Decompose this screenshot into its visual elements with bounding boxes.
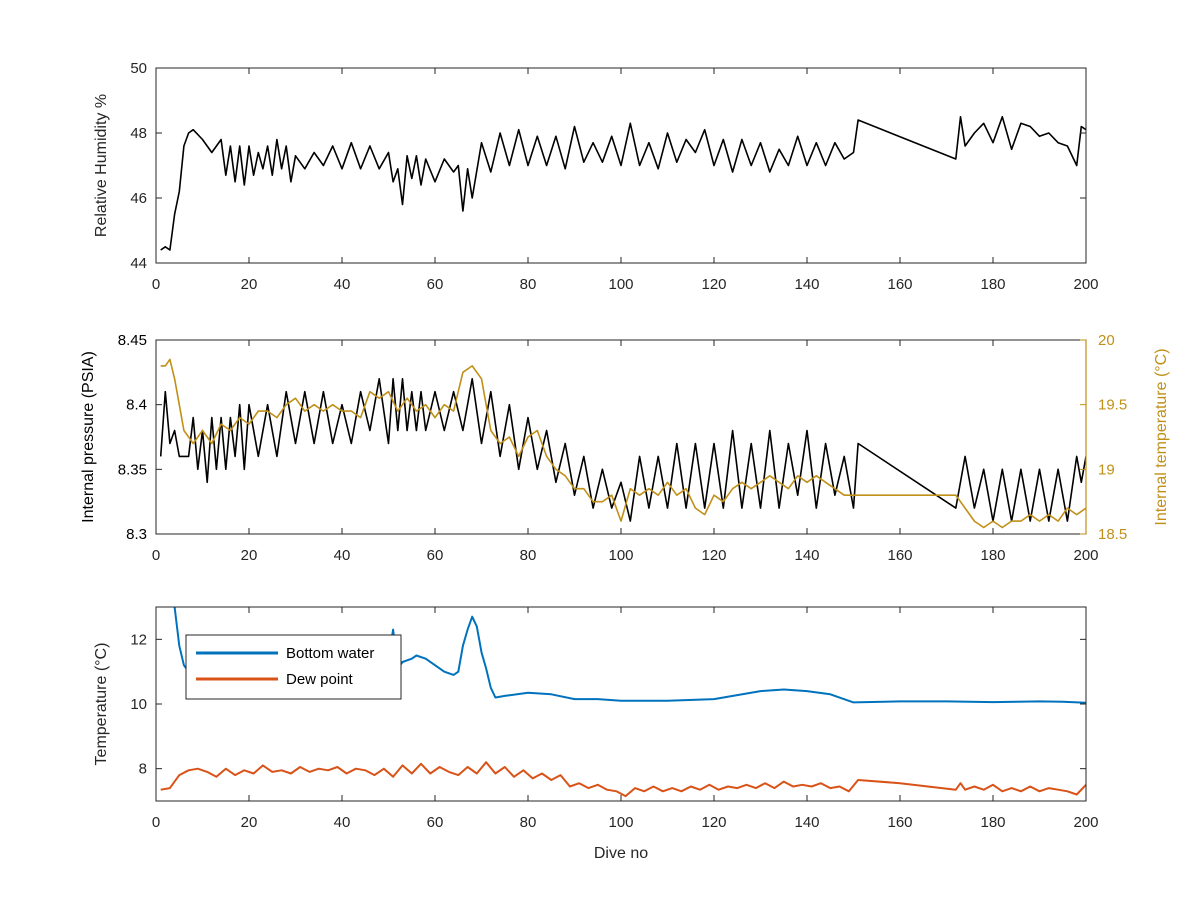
x-tick-label: 140 bbox=[794, 814, 819, 831]
x-tick-label: 200 bbox=[1073, 276, 1098, 293]
y-tick-label: 46 bbox=[130, 190, 147, 207]
y-tick-label: 8 bbox=[139, 761, 147, 778]
x-tick-label: 140 bbox=[794, 547, 819, 564]
x-tick-label: 120 bbox=[701, 276, 726, 293]
y-tick-label: 44 bbox=[130, 255, 147, 272]
legend: Bottom water Dew point bbox=[185, 634, 402, 700]
x-tick-label: 0 bbox=[152, 276, 160, 293]
axes-box bbox=[155, 339, 1087, 535]
x-tick-label: 120 bbox=[701, 547, 726, 564]
x-tick-label: 100 bbox=[608, 547, 633, 564]
series-line-series-1 bbox=[159, 377, 1086, 522]
y2-axis-label: Internal temperature (°C) bbox=[1153, 348, 1170, 525]
y2-tick-label: 19.5 bbox=[1098, 397, 1127, 414]
y-axis-label: Internal pressure (PSIA) bbox=[80, 351, 97, 523]
series-line-dew-point bbox=[160, 761, 1086, 798]
y2-tick-label: 20 bbox=[1098, 332, 1115, 349]
x-tick-label: 100 bbox=[608, 814, 633, 831]
subplot-1: 0 20 40 60 80 100 120 140 160 180 200 44 46 48 50 Relat… bbox=[93, 60, 1099, 293]
x-tick-label: 100 bbox=[608, 276, 633, 293]
y-tick-label: 8.4 bbox=[126, 397, 147, 414]
x-tick-label: 40 bbox=[334, 276, 351, 293]
x-tick-label: 180 bbox=[980, 547, 1005, 564]
legend-label: Bottom water bbox=[286, 645, 374, 662]
x-tick-label: 200 bbox=[1073, 547, 1098, 564]
x-tick-label: 160 bbox=[887, 276, 912, 293]
subplot-3: 0 20 40 60 80 100 120 140 160 180 200 8 10 12 Temperat… bbox=[93, 606, 1099, 862]
y-axis-label: Relative Humidity % bbox=[93, 94, 110, 237]
x-tick-label: 20 bbox=[241, 814, 258, 831]
y-tick-label: 8.3 bbox=[126, 526, 147, 543]
y2-tick-label: 19 bbox=[1098, 461, 1115, 478]
series-line-series-2 bbox=[160, 358, 1086, 529]
x-tick-label: 60 bbox=[427, 814, 444, 831]
x-tick-label: 80 bbox=[520, 814, 537, 831]
x-tick-label: 60 bbox=[427, 547, 444, 564]
y2-tick-label: 18.5 bbox=[1098, 526, 1127, 543]
x-tick-label: 160 bbox=[887, 547, 912, 564]
subplot-2: 0 20 40 60 80 100 120 140 160 180 200 8.3 8.35 8.4 8.4… bbox=[80, 332, 1170, 564]
legend-label: Dew point bbox=[286, 671, 354, 688]
y-tick-label: 50 bbox=[130, 60, 147, 77]
x-tick-label: 160 bbox=[887, 814, 912, 831]
x-tick-label: 40 bbox=[334, 547, 351, 564]
x-tick-label: 0 bbox=[152, 547, 160, 564]
y-axis-label: Temperature (°C) bbox=[93, 643, 110, 766]
x-tick-label: 60 bbox=[427, 276, 444, 293]
x-tick-label: 40 bbox=[334, 814, 351, 831]
y-tick-label: 12 bbox=[130, 631, 147, 648]
y-tick-label: 8.45 bbox=[118, 332, 147, 349]
x-tick-label: 20 bbox=[241, 547, 258, 564]
x-tick-label: 200 bbox=[1073, 814, 1098, 831]
x-tick-label: 140 bbox=[794, 276, 819, 293]
x-tick-label: 80 bbox=[520, 547, 537, 564]
series-line-series-1 bbox=[160, 116, 1086, 251]
x-tick-label: 0 bbox=[152, 814, 160, 831]
x-tick-label: 80 bbox=[520, 276, 537, 293]
y-tick-label: 48 bbox=[130, 125, 147, 142]
y-tick-label: 8.35 bbox=[118, 461, 147, 478]
x-tick-label: 120 bbox=[701, 814, 726, 831]
legend-box bbox=[185, 634, 402, 700]
x-tick-label: 20 bbox=[241, 276, 258, 293]
x-axis-label: Dive no bbox=[594, 845, 648, 862]
y-tick-label: 10 bbox=[130, 696, 147, 713]
x-tick-label: 180 bbox=[980, 276, 1005, 293]
x-tick-label: 180 bbox=[980, 814, 1005, 831]
